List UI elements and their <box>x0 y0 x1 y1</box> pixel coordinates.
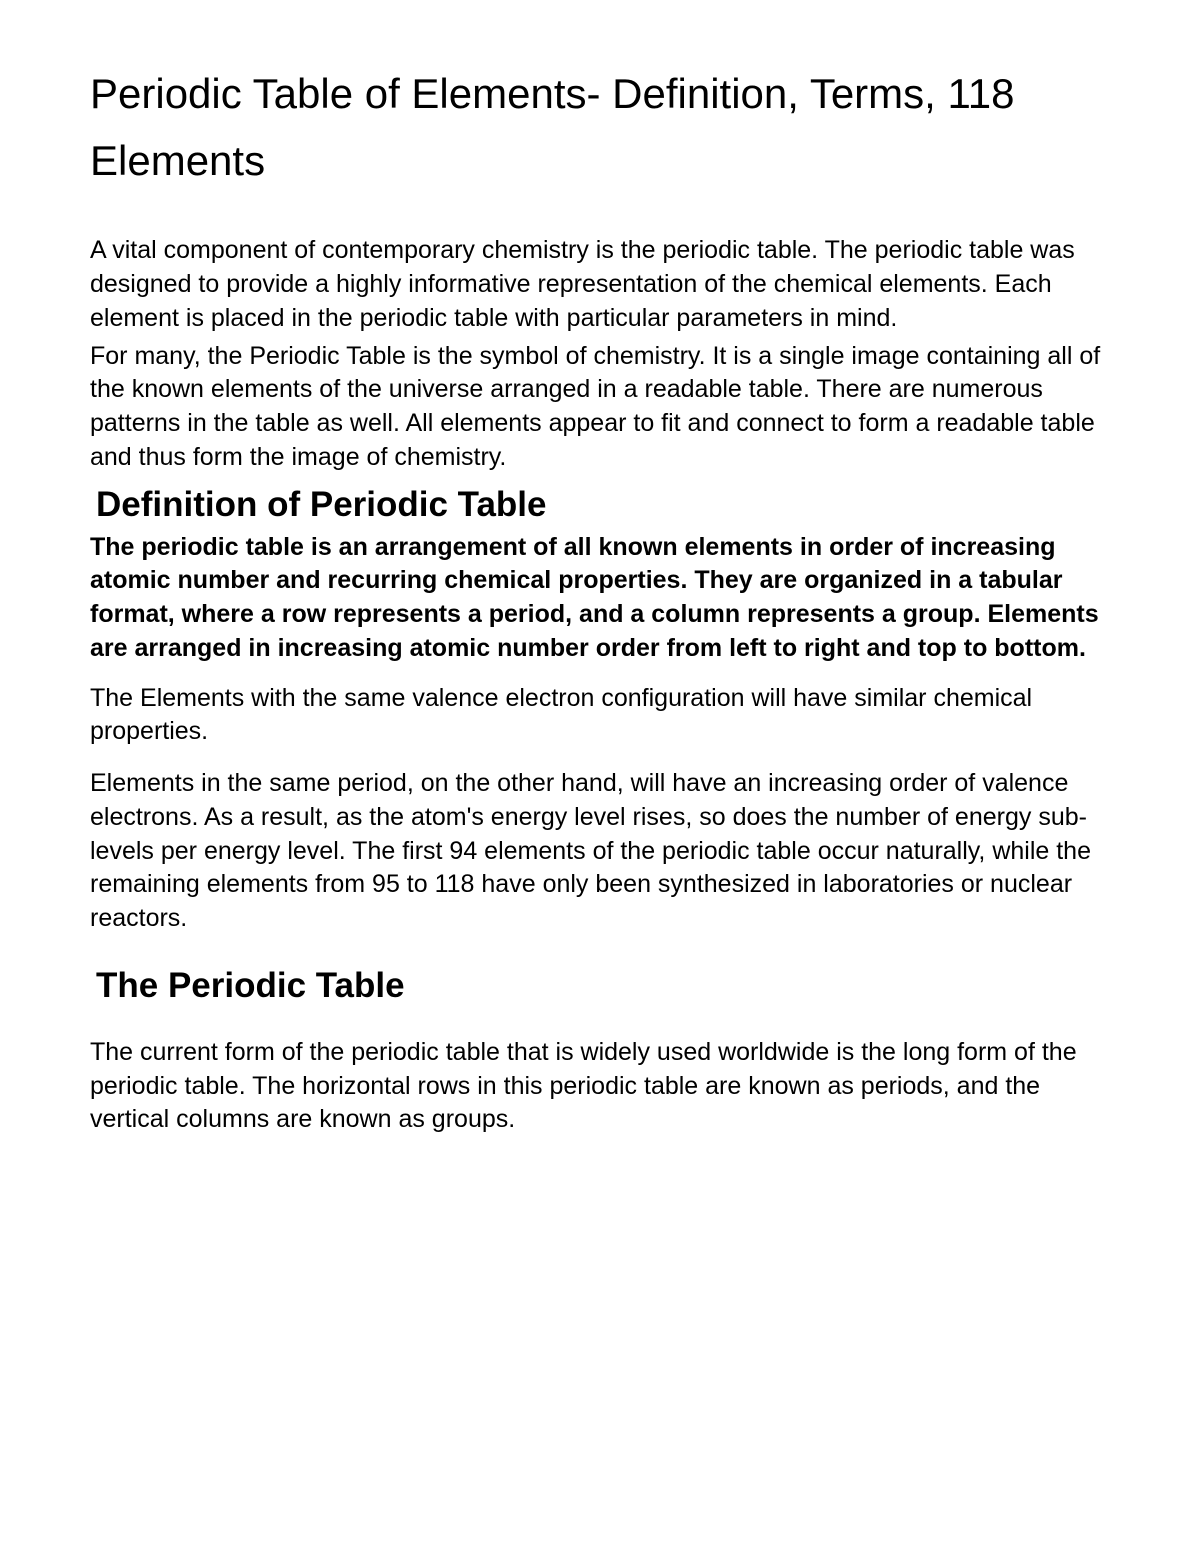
intro-paragraph-1: A vital component of contemporary chemis… <box>90 234 1110 335</box>
section-heading-definition: Definition of Periodic Table <box>90 485 1110 525</box>
intro-paragraph-2: For many, the Periodic Table is the symb… <box>90 340 1110 475</box>
section1-paragraph-1: The Elements with the same valence elect… <box>90 682 1110 750</box>
definition-bold-paragraph: The periodic table is an arrangement of … <box>90 531 1110 666</box>
section1-paragraph-2: Elements in the same period, on the othe… <box>90 767 1110 936</box>
page-title: Periodic Table of Elements- Definition, … <box>90 60 1110 194</box>
section-heading-periodic-table: The Periodic Table <box>90 966 1110 1006</box>
section2-paragraph-1: The current form of the periodic table t… <box>90 1036 1110 1137</box>
